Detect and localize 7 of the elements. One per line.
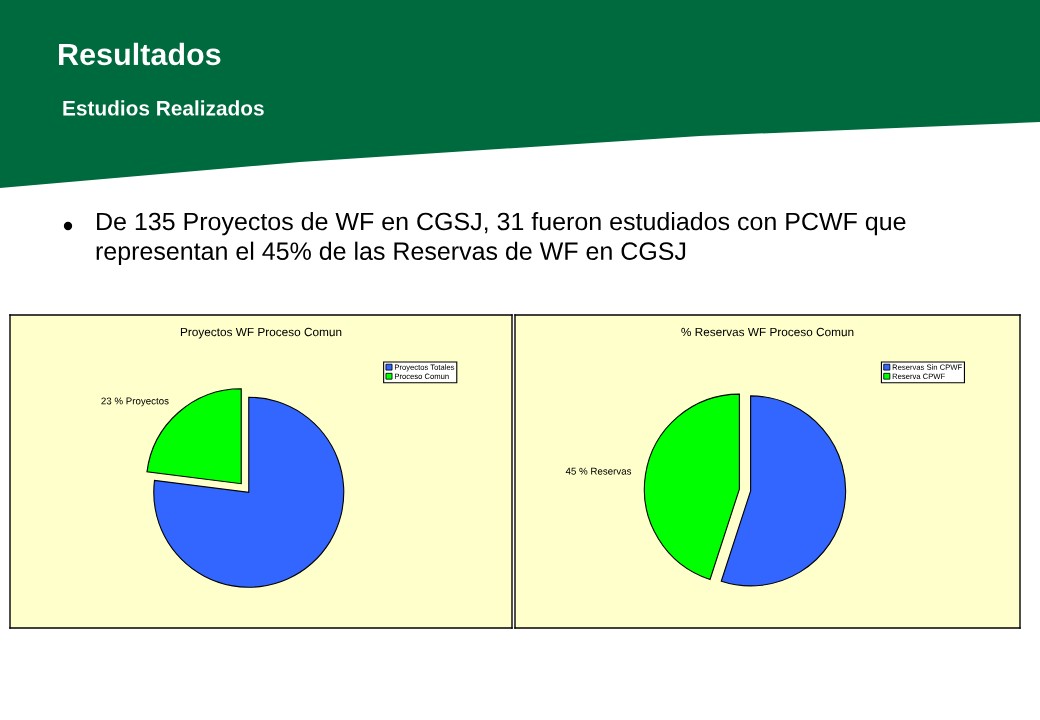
data-label: 23 % Proyectos: [101, 397, 169, 407]
text: Estudios Realizados: [63, 100, 264, 116]
chart-title: Proyectos WF Proceso Comun: [180, 327, 342, 339]
data-label: 45 % Reservas: [565, 467, 632, 475]
chart-title: % Reservas WF Proceso Comun: [681, 327, 854, 337]
text: De 135 Proyectos de WF en CGSJ, 31 fueron estudiados con PCWF que representan el 45% de las Reservas de WF en CGSJ: [96, 212, 906, 265]
text: Resultados: [59, 42, 221, 66]
